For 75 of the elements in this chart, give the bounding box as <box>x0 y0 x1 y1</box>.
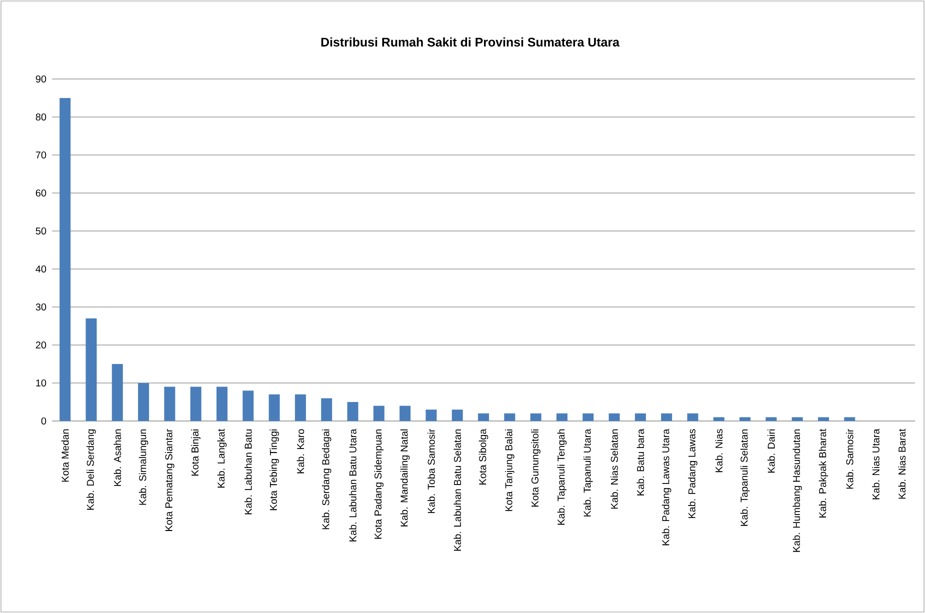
x-tick-label: Kab. Serdang Bedagai <box>322 429 332 530</box>
bar <box>713 417 724 421</box>
bar <box>294 394 306 421</box>
bar <box>164 386 176 421</box>
bar <box>818 417 829 421</box>
x-tick-label: Kota Sibolga <box>478 428 488 484</box>
x-tick-label: Kab. Mandailing Natal <box>400 429 410 526</box>
y-tick-label: 40 <box>36 265 46 273</box>
x-tick-label: Kab. Tapanuli Tengah <box>557 429 567 525</box>
bar <box>530 413 542 421</box>
bar <box>86 318 97 421</box>
bar <box>634 413 646 421</box>
x-tick-label: Kab. Toba Samosir <box>428 428 435 514</box>
bar <box>190 386 202 421</box>
bar <box>478 413 490 421</box>
bar <box>844 417 856 421</box>
x-tick-label: Kab. Labuhan Batu Utara <box>349 428 356 542</box>
x-tick-label: Kab. Langkat <box>217 428 227 488</box>
x-tick-label: Kota Pematang Siantar <box>165 428 174 531</box>
bar <box>112 364 123 421</box>
x-tick-label: Kab. Deli Serdang <box>86 429 96 510</box>
x-tick-label: Kab. Nias <box>715 429 723 472</box>
y-tick-label: 70 <box>36 151 46 159</box>
bar <box>347 402 358 421</box>
x-tick-label: Kab. Nias Selatan <box>610 429 618 509</box>
x-tick-label: Kota Medan <box>61 429 69 482</box>
x-tick-label: Kota Padang Sidempuan <box>374 429 384 539</box>
x-tick-label: Kab. Simalungun <box>138 429 148 505</box>
x-tick-label: Kab. Batu bara <box>636 428 644 496</box>
x-tick-label: Kab. Labuhan Batu Selatan <box>454 429 462 551</box>
x-tick-label: Kab. Labuhan Batu <box>244 429 252 514</box>
x-tick-label: Kota Binjai <box>191 429 200 476</box>
x-tick-label: Kab. Samosir <box>846 428 854 489</box>
bar <box>582 413 594 421</box>
x-tick-label: Kab. Tapanuli Selatan <box>740 429 750 526</box>
bar <box>216 386 228 421</box>
x-tick-label: Kota Tanjung Balai <box>505 429 514 512</box>
x-tick-label: Kota Tebing Tinggi <box>270 429 279 510</box>
bar <box>242 390 254 421</box>
x-tick-label: Kab. Nias Utara <box>872 428 880 500</box>
bar <box>138 383 150 421</box>
y-tick-label: 80 <box>36 113 46 121</box>
bar <box>661 413 672 421</box>
bar <box>556 413 568 421</box>
chart-title: Distribusi Rumah Sakit di Provinsi Sumatera Utara <box>321 37 620 47</box>
bar <box>400 406 411 421</box>
y-tick-label: 10 <box>36 379 46 387</box>
bar <box>268 394 280 421</box>
bar <box>504 413 516 421</box>
bar <box>373 406 384 421</box>
bar <box>792 417 803 421</box>
x-tick-label: Kab. Asahan <box>114 429 122 486</box>
y-tick-label: 20 <box>36 341 46 349</box>
bar <box>60 98 71 421</box>
bar <box>452 410 463 421</box>
bar <box>426 410 437 421</box>
x-tick-label: Kab. Humbang Hasundutan <box>792 429 802 552</box>
y-tick-label: 90 <box>36 75 46 83</box>
bar <box>321 398 332 421</box>
y-tick-label: 50 <box>36 227 46 235</box>
bar <box>687 413 698 421</box>
bar <box>766 417 777 421</box>
x-tick-label: Kab. Pakpak Bharat <box>818 428 828 518</box>
x-tick-label: Kab. Nias Barat <box>898 428 906 499</box>
x-tick-label: Kab. Tapanuli Utara <box>583 428 593 516</box>
x-tick-label: Kab. Karo <box>296 429 304 474</box>
y-tick-label: 60 <box>36 189 46 197</box>
x-tick-label: Kab. Padang Lawas <box>688 429 698 518</box>
x-tick-label: Kota Gunungsitoli <box>531 429 540 507</box>
y-tick-label: 0 <box>41 417 46 425</box>
y-tick-label: 30 <box>36 303 46 311</box>
x-tick-label: Kab. Padang Lawas Utara <box>662 428 672 546</box>
bar <box>608 413 620 421</box>
x-tick-label: Kab. Dairi <box>768 429 775 473</box>
bar <box>740 417 751 421</box>
